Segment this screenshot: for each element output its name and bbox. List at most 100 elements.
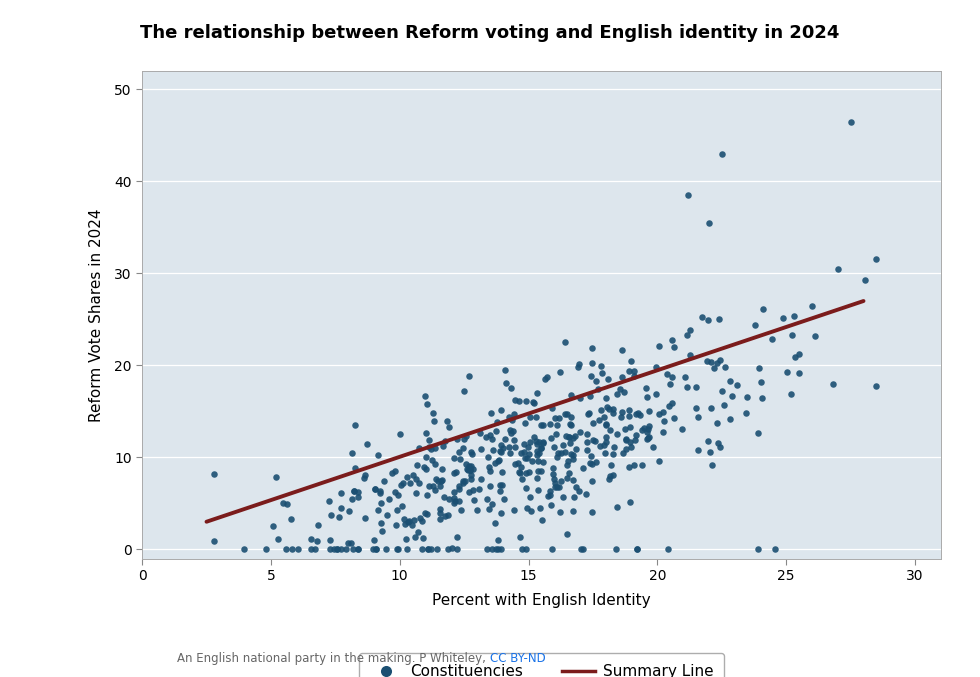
Point <box>463 470 478 481</box>
Point <box>519 442 535 453</box>
Point <box>613 412 629 422</box>
Point <box>490 534 506 545</box>
Point <box>415 516 430 527</box>
Point <box>679 330 695 341</box>
Point <box>485 445 501 456</box>
Point <box>331 511 347 522</box>
Point <box>350 492 366 502</box>
Point <box>447 487 463 498</box>
Point <box>374 526 390 537</box>
Point <box>690 412 706 422</box>
Point <box>722 414 738 424</box>
Point <box>345 544 361 554</box>
Point <box>615 447 631 458</box>
Point <box>552 367 567 378</box>
Point <box>661 544 676 554</box>
Point <box>491 455 507 466</box>
Point <box>602 424 617 435</box>
Point <box>632 410 648 420</box>
Point <box>689 403 705 414</box>
Point <box>756 303 771 314</box>
Point <box>344 447 360 458</box>
Point <box>551 412 566 423</box>
Point <box>347 420 363 431</box>
Point <box>323 509 339 520</box>
Point <box>340 537 356 548</box>
Point <box>518 544 534 554</box>
Point <box>551 481 566 492</box>
Point <box>550 481 565 492</box>
Point <box>578 489 594 500</box>
Point <box>439 416 455 427</box>
Point <box>651 455 666 466</box>
Point <box>418 464 434 475</box>
Point <box>618 433 634 444</box>
Point <box>410 527 425 538</box>
Point <box>389 505 405 516</box>
Point <box>526 398 542 409</box>
Point <box>488 426 504 437</box>
Point <box>381 494 397 504</box>
Point <box>482 481 498 492</box>
Point <box>621 366 637 376</box>
Point <box>563 411 578 422</box>
Point <box>573 544 589 554</box>
Point <box>702 446 717 457</box>
Point <box>427 442 443 453</box>
Point <box>416 391 432 401</box>
Point <box>343 538 359 549</box>
Point <box>707 363 722 374</box>
Point <box>682 349 698 360</box>
Point <box>570 358 586 369</box>
Point <box>421 435 437 445</box>
Point <box>446 453 462 464</box>
Point <box>622 421 638 432</box>
Point <box>704 403 719 414</box>
Point <box>459 463 474 474</box>
Point <box>407 531 422 542</box>
Point <box>460 464 475 475</box>
Point <box>430 476 446 487</box>
Point <box>536 419 552 430</box>
Point <box>531 448 547 459</box>
Point <box>614 345 630 356</box>
Point <box>585 418 601 429</box>
Point <box>367 535 382 546</box>
Point <box>596 439 612 450</box>
Point <box>598 437 613 447</box>
Point <box>545 468 561 479</box>
Point <box>396 513 412 524</box>
Point <box>525 397 541 408</box>
Point <box>519 502 535 513</box>
Point <box>451 484 466 495</box>
Point <box>662 378 678 389</box>
Point <box>542 485 558 496</box>
Point <box>750 544 765 554</box>
Point <box>568 481 584 492</box>
Point <box>516 418 532 429</box>
Point <box>561 431 576 442</box>
Point <box>545 463 561 474</box>
Point <box>416 462 431 473</box>
Point <box>641 420 657 431</box>
Point <box>628 408 644 419</box>
Point <box>396 477 412 488</box>
Point <box>310 519 325 530</box>
Point <box>533 442 549 453</box>
Point <box>458 475 473 486</box>
Point <box>518 395 534 406</box>
Point <box>321 496 337 506</box>
Point <box>779 367 795 378</box>
Point <box>662 401 677 412</box>
Point <box>613 406 629 417</box>
Point <box>610 501 625 512</box>
Point <box>639 433 655 444</box>
Point <box>830 263 846 274</box>
Point <box>564 475 580 485</box>
Point <box>522 412 538 422</box>
Point <box>641 406 657 416</box>
Point <box>368 483 383 494</box>
Point <box>365 544 380 554</box>
Point <box>481 462 497 473</box>
Point <box>372 518 388 529</box>
